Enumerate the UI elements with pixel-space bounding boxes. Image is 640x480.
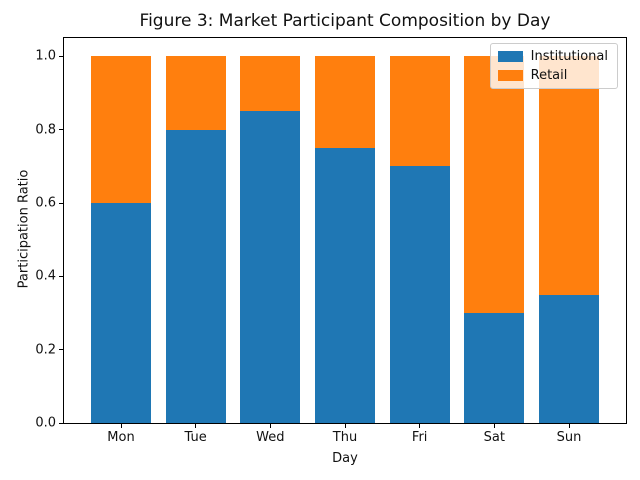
legend-row-institutional: Institutional xyxy=(497,49,608,64)
bar-segment-retail-fri xyxy=(389,56,450,167)
bar-segment-institutional-wed xyxy=(240,111,301,423)
x-tick-label-sun: Sun xyxy=(556,430,582,445)
bar-segment-retail-mon xyxy=(91,56,151,203)
y-tick-label: 0.4 xyxy=(35,268,56,284)
legend-swatch-institutional xyxy=(497,51,523,62)
y-tick-mark xyxy=(59,202,63,204)
bar-segment-retail-wed xyxy=(240,56,301,112)
bar-segment-retail-thu xyxy=(315,56,375,148)
y-tick-mark xyxy=(59,275,63,277)
y-tick-label: 0.8 xyxy=(35,122,56,138)
x-tick-label-sat: Sat xyxy=(483,430,505,445)
legend-row-retail: Retail xyxy=(497,68,608,83)
bar-segment-institutional-tue xyxy=(165,129,226,423)
bar-segment-institutional-sat xyxy=(464,313,525,423)
bar-segment-institutional-mon xyxy=(91,203,151,423)
y-tick-mark xyxy=(59,55,63,57)
legend: Institutional Retail xyxy=(489,43,618,89)
x-tick-mark xyxy=(269,424,271,428)
x-tick-label-fri: Fri xyxy=(411,430,428,445)
y-tick-label: 1.0 xyxy=(35,48,56,64)
bar-segment-retail-sun xyxy=(539,56,599,295)
x-axis-label: Day xyxy=(332,451,358,466)
x-tick-label-wed: Wed xyxy=(256,430,285,445)
plot-area: Institutional Retail 0.0 0.2 0.4 0.6 0.8 1.0 Mo… xyxy=(35,37,627,444)
x-tick-mark xyxy=(344,424,346,428)
y-tick-mark xyxy=(59,422,63,424)
legend-label: Retail xyxy=(530,68,568,83)
bar-segment-retail-tue xyxy=(165,56,226,130)
bar-segment-retail-sat xyxy=(464,56,525,313)
x-tick-label-mon: Mon xyxy=(107,430,135,445)
x-tick-mark xyxy=(120,424,122,428)
x-tick-mark xyxy=(419,424,421,428)
y-tick-label: 0.2 xyxy=(35,342,56,358)
legend-label: Institutional xyxy=(530,49,608,64)
y-tick-mark xyxy=(59,349,63,351)
legend-swatch-retail xyxy=(497,70,523,81)
chart-title: Figure 3: Market Participant Composition… xyxy=(139,11,551,31)
x-tick-label-tue: Tue xyxy=(184,430,207,445)
x-tick-mark xyxy=(195,424,197,428)
y-tick-mark xyxy=(59,129,63,131)
x-tick-mark xyxy=(493,424,495,428)
x-tick-label-thu: Thu xyxy=(332,430,358,445)
y-tick-label: 0.0 xyxy=(35,415,56,431)
x-tick-mark xyxy=(568,424,570,428)
bar-segment-institutional-fri xyxy=(389,166,450,423)
bar-segment-institutional-thu xyxy=(315,148,375,423)
y-tick-label: 0.6 xyxy=(35,195,56,211)
bar-segment-institutional-sun xyxy=(539,294,599,423)
